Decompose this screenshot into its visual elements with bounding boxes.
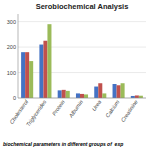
y-axis bbox=[18, 14, 19, 98]
bar bbox=[25, 52, 29, 98]
grid-line bbox=[18, 72, 146, 73]
bar bbox=[117, 85, 121, 98]
caption: biochemical parameters in different grou… bbox=[3, 141, 123, 147]
bar bbox=[43, 41, 47, 98]
x-tick-label: Urea bbox=[91, 99, 103, 112]
bar bbox=[47, 24, 51, 98]
bar bbox=[121, 83, 125, 98]
y-tick-label: 0 bbox=[13, 95, 16, 101]
chart: Serobiochemical Analysis0100200300Choles… bbox=[0, 0, 150, 150]
bar bbox=[58, 90, 62, 98]
x-tick-label: Calcium bbox=[104, 99, 121, 119]
bar bbox=[113, 84, 117, 98]
x-tick-label: Protein bbox=[51, 99, 66, 117]
x-axis bbox=[18, 98, 146, 99]
bar bbox=[80, 94, 84, 98]
bar bbox=[131, 96, 135, 98]
bar bbox=[139, 96, 143, 98]
bar bbox=[102, 93, 106, 98]
bar bbox=[39, 45, 43, 98]
bar bbox=[21, 52, 25, 98]
bar bbox=[29, 61, 33, 98]
grid-line bbox=[18, 21, 146, 22]
bar bbox=[62, 90, 66, 98]
bar bbox=[76, 93, 80, 98]
bar bbox=[66, 91, 70, 98]
y-tick-label: 100 bbox=[7, 70, 16, 76]
bar bbox=[94, 87, 98, 98]
title: Serobiochemical Analysis bbox=[36, 2, 129, 11]
y-tick-label: 200 bbox=[7, 44, 16, 50]
x-tick-label: Albumin bbox=[67, 99, 84, 120]
bar bbox=[98, 83, 102, 98]
y-tick-label: 300 bbox=[7, 19, 16, 25]
bar bbox=[84, 94, 88, 98]
x-tick-label: Triglycerides bbox=[25, 99, 48, 128]
x-tick-label: Creatinine bbox=[120, 99, 139, 123]
bar bbox=[135, 95, 139, 98]
grid-line bbox=[18, 47, 146, 48]
bars bbox=[21, 24, 143, 98]
